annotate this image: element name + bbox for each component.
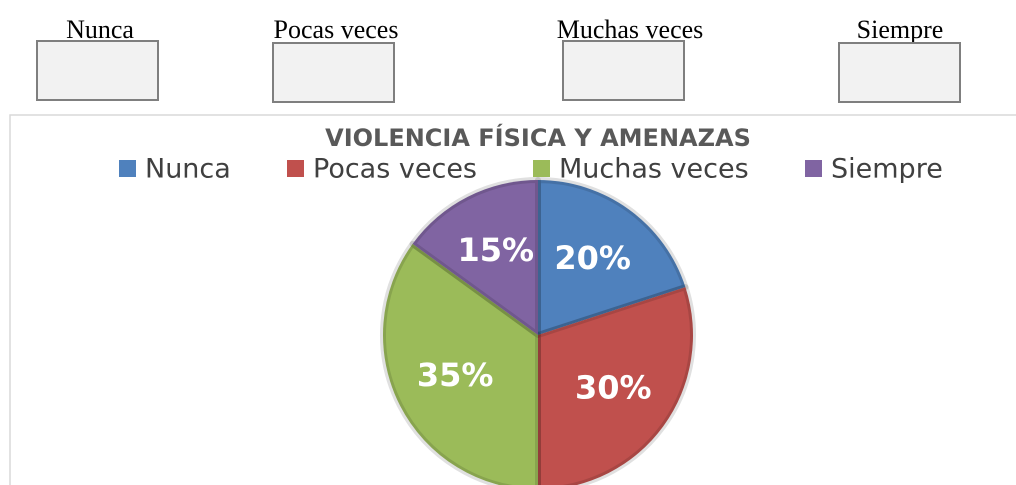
legend-swatch (287, 160, 304, 177)
data-label: 20% (554, 239, 631, 277)
data-label: 30% (575, 369, 652, 407)
legend-swatch (119, 160, 136, 177)
pie-slice (535, 284, 696, 485)
checkbox[interactable] (272, 42, 395, 103)
option-label: Siempre (857, 15, 944, 44)
pie-slice (409, 177, 541, 338)
pie-slice (380, 240, 541, 485)
legend-swatch (805, 160, 822, 177)
checkbox[interactable] (838, 42, 961, 103)
data-label: 15% (457, 231, 534, 269)
checkbox[interactable] (36, 40, 159, 101)
legend-label: Nunca (145, 154, 231, 185)
legend-swatch (533, 160, 550, 177)
pie-slice (535, 177, 689, 338)
data-label: 35% (417, 356, 494, 394)
option-label: Nunca (66, 15, 134, 44)
option-label: Muchas veces (557, 15, 704, 44)
legend-label: Siempre (831, 154, 943, 185)
legend-label: Pocas veces (313, 154, 477, 185)
chart-border (9, 114, 1016, 485)
option-label: Pocas veces (274, 15, 399, 44)
checkbox[interactable] (562, 40, 685, 101)
chart-title: VIOLENCIA FÍSICA Y AMENAZAS (325, 123, 751, 152)
legend-label: Muchas veces (559, 154, 749, 185)
